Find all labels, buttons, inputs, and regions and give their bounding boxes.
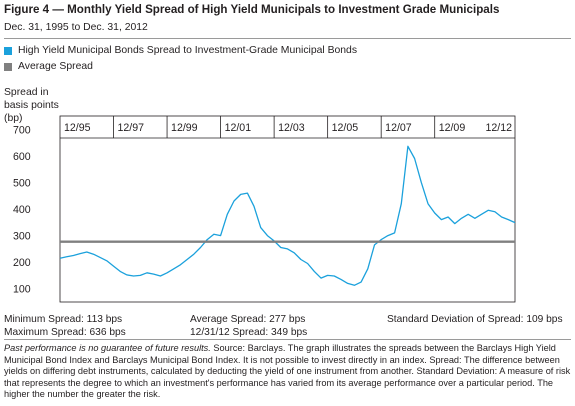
legend-swatch-spread bbox=[4, 46, 12, 55]
x-tick-label: 12/12 bbox=[485, 122, 512, 134]
last-spread-stat: 12/31/12 Spread: 349 bps bbox=[190, 326, 308, 338]
average-spread-stat: Average Spread: 277 bps bbox=[190, 314, 306, 325]
stats-min-max: Minimum Spread: 113 bps Maximum Spread: … bbox=[4, 314, 126, 339]
x-tick-label: 12/01 bbox=[225, 122, 252, 134]
figure-title: Figure 4 — Monthly Yield Spread of High … bbox=[4, 3, 500, 16]
x-tick-label: 12/03 bbox=[278, 122, 305, 134]
stats-divider bbox=[4, 339, 571, 340]
title-divider bbox=[4, 38, 571, 39]
legend-label-average: Average Spread bbox=[18, 61, 93, 72]
stats-std-dev: Standard Deviation of Spread: 109 bps bbox=[387, 314, 563, 327]
legend-label-spread: High Yield Municipal Bonds Spread to Inv… bbox=[18, 45, 358, 56]
footnote-disclaimer: Past performance is no guarantee of futu… bbox=[4, 343, 211, 353]
plot-frame bbox=[59, 115, 516, 303]
x-tick-label: 12/97 bbox=[118, 122, 145, 134]
legend-item-average: Average Spread bbox=[4, 61, 93, 72]
y-tick-label: 300 bbox=[13, 231, 31, 243]
maximum-spread-stat: Maximum Spread: 636 bps bbox=[4, 326, 126, 338]
y-tick-label: 600 bbox=[13, 151, 31, 163]
y-axis-label: Spread in basis points (bp) bbox=[4, 87, 59, 124]
y-tick-label: 400 bbox=[13, 204, 31, 216]
date-range-subtitle: Dec. 31, 1995 to Dec. 31, 2012 bbox=[4, 22, 148, 33]
legend-swatch-average bbox=[4, 62, 12, 71]
x-tick-label: 12/07 bbox=[385, 122, 412, 134]
x-tick-label: 12/95 bbox=[64, 122, 91, 134]
x-tick-label: 12/99 bbox=[171, 122, 198, 134]
footnote-body: Source: Barclays. The graph illustrates … bbox=[4, 343, 571, 400]
y-tick-label: 700 bbox=[13, 124, 31, 136]
legend-item-spread: High Yield Municipal Bonds Spread to Inv… bbox=[4, 45, 357, 56]
footnote: Past performance is no guarantee of futu… bbox=[4, 343, 571, 401]
spread-series-line bbox=[59, 145, 516, 286]
y-tick-label: 200 bbox=[13, 257, 31, 269]
minimum-spread-stat: Minimum Spread: 113 bps bbox=[4, 314, 123, 325]
x-tick-label: 12/05 bbox=[332, 122, 359, 134]
y-tick-label: 500 bbox=[13, 177, 31, 189]
stats-average: Average Spread: 277 bps 12/31/12 Spread:… bbox=[190, 314, 307, 339]
y-tick-label: 100 bbox=[13, 284, 31, 296]
std-dev-stat: Standard Deviation of Spread: 109 bps bbox=[387, 314, 563, 325]
x-tick-label: 12/09 bbox=[439, 122, 466, 134]
